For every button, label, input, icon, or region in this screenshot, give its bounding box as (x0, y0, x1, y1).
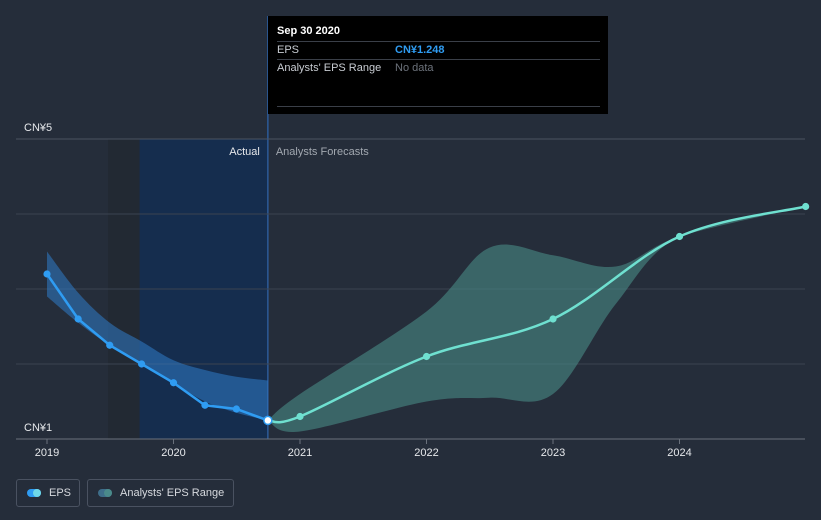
tooltip-divider (277, 106, 600, 107)
actual-label: Actual (229, 146, 260, 158)
x-tick-label-2019: 2019 (35, 447, 59, 459)
tooltip-eps-label: EPS (277, 44, 300, 56)
x-tick-label-2020: 2020 (161, 447, 185, 459)
legend-item-eps[interactable]: EPS (16, 479, 80, 507)
hover-tooltip: Sep 30 2020 EPS CN¥1.248 Analysts' EPS R… (268, 16, 608, 114)
eps-actual-line (45, 273, 269, 422)
range-swatch-icon (98, 489, 112, 497)
tooltip-eps-row: EPS CN¥1.248 (277, 41, 600, 59)
tooltip-range-label: Analysts' EPS Range (277, 62, 382, 74)
tooltip-range-value: No data (395, 62, 434, 74)
eps-actual-point-4 (169, 379, 178, 387)
y-tick-label-bottom: CN¥1 (24, 422, 52, 434)
x-tick-label-2022: 2022 (414, 447, 438, 459)
eps-forecast-point-4 (802, 202, 810, 211)
eps-forecast-point-1 (422, 352, 431, 361)
eps-actual-point-6 (232, 405, 241, 413)
legend-eps-label: EPS (49, 487, 72, 499)
eps-actual-point-0 (43, 270, 51, 278)
eps-swatch-icon (27, 489, 41, 497)
forecast-label: Analysts Forecasts (276, 146, 369, 158)
eps-lines (43, 202, 810, 426)
forecast-eps-range-band (267, 206, 806, 433)
legend-range-label: Analysts' EPS Range (120, 487, 225, 499)
eps-forecast-point-0 (296, 412, 304, 421)
eps-hover-point (263, 415, 273, 426)
tooltip-eps-value: CN¥1.248 (395, 44, 445, 56)
eps-actual-point-3 (138, 360, 146, 368)
legend-item-eps-range[interactable]: Analysts' EPS Range (87, 479, 234, 507)
y-tick-label-top: CN¥5 (24, 122, 52, 134)
x-tick-label-2023: 2023 (541, 447, 565, 459)
x-tick-label-2024: 2024 (667, 447, 691, 459)
tooltip-range-row: Analysts' EPS Range No data (277, 59, 600, 77)
eps-actual-point-1 (74, 315, 82, 323)
eps-range-bands (47, 206, 806, 433)
actual-eps-range-band (47, 251, 268, 421)
chart-labels: CN¥5 CN¥1 2019 2020 2021 2022 2023 2024 Actual An… (24, 122, 692, 459)
eps-forecast-point-3 (675, 232, 684, 241)
x-tick-label-2021: 2021 (288, 447, 312, 459)
eps-actual-point-2 (106, 341, 114, 349)
eps-forecast-point-2 (549, 315, 557, 323)
eps-actual-point-5 (201, 401, 209, 409)
tooltip-date: Sep 30 2020 (277, 25, 340, 37)
